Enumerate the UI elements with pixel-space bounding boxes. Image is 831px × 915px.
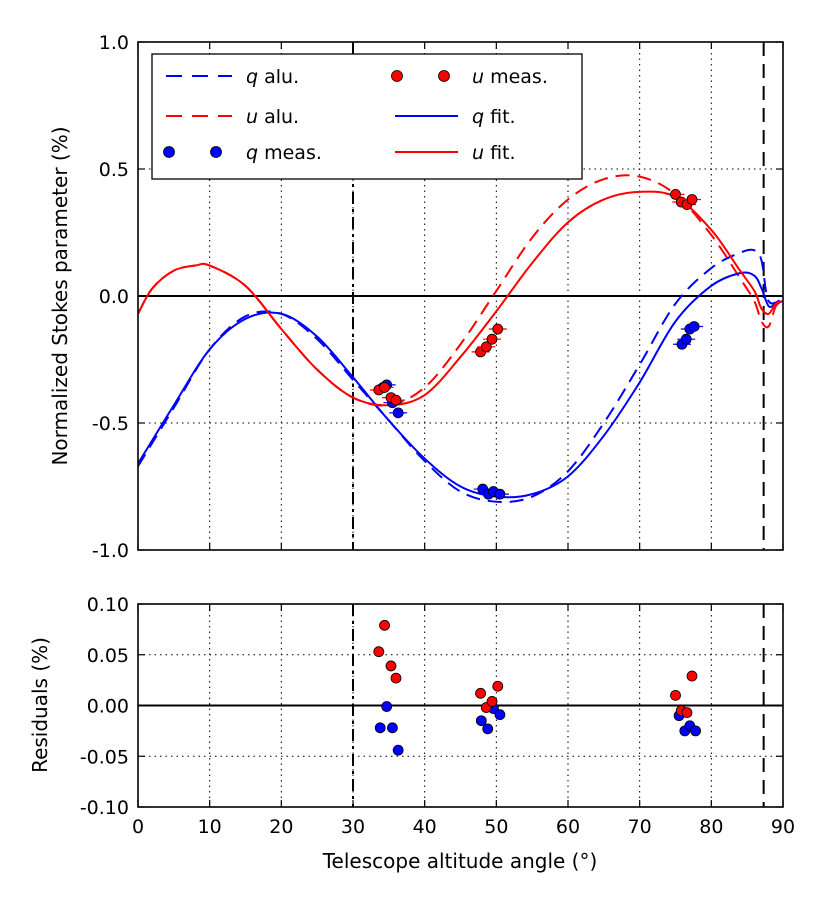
top-panel: 1.0 0.5 0.0 -0.5 -1.0 Normalized Stokes para…: [48, 32, 784, 562]
bottom-y-tick-label-3: -0.05: [80, 746, 129, 768]
top-y-tick-label-2: 0.0: [99, 286, 129, 308]
x-axis-label: Telescope altitude angle (°): [322, 849, 598, 873]
legend-entry-u-fit: u fit.: [395, 142, 516, 164]
x-tick-label-20: 20: [269, 816, 293, 838]
point-q-residuals-3: [392, 744, 404, 756]
point-u-residuals-3: [390, 672, 402, 684]
top-y-tick-label-0: 1.0: [99, 32, 129, 54]
point-q-meas-11: [688, 321, 700, 332]
point-u-residuals-10: [681, 707, 693, 719]
point-q-residuals-7: [494, 709, 506, 721]
x-tick-label-70: 70: [628, 816, 652, 838]
series-q-alu: [138, 248, 783, 504]
series-q-fit: [138, 271, 783, 499]
point-q-residuals-2: [387, 722, 398, 734]
svg-text:u meas.: u meas.: [472, 66, 548, 88]
legend-entry-q-meas: q meas.: [163, 142, 322, 164]
svg-text:q alu.: q alu.: [246, 66, 299, 88]
point-q-meas-3: [392, 407, 404, 419]
svg-text:u alu.: u alu.: [246, 106, 299, 128]
x-tick-label-90: 90: [771, 816, 795, 838]
point-u-residuals-7: [492, 680, 504, 692]
legend-entry-q-alu: q alu.: [166, 66, 299, 88]
top-curves: [138, 174, 783, 504]
point-u-residuals-11: [686, 670, 698, 682]
legend-entry-u-meas: u meas.: [391, 66, 548, 88]
point-u-meas-8: [670, 188, 681, 200]
point-q-residuals-0: [374, 722, 386, 734]
bottom-y-tick-label-4: -0.10: [80, 797, 129, 819]
top-measurements: [369, 188, 704, 500]
legend-marker-u-meas-2: [438, 70, 450, 82]
svg-text:q fit.: q fit.: [472, 106, 516, 128]
point-q-residuals-1: [381, 701, 393, 712]
point-u-residuals-6: [486, 696, 498, 707]
point-u-residuals-2: [385, 660, 397, 672]
legend: q alu. u alu. q meas. u meas. q fit.: [151, 53, 583, 180]
legend-marker-q-meas-1: [163, 146, 175, 158]
point-u-meas-11: [686, 194, 698, 205]
bottom-ticks: 0 10 20 30 40 50 60 70 80 90 0.10 0.05 0.00 -0.05 -0.1…: [80, 594, 795, 838]
svg-text:q meas.: q meas.: [246, 142, 322, 164]
point-u-meas-3: [390, 394, 402, 406]
top-y-tick-label-4: -1.0: [92, 540, 129, 562]
x-tick-label-80: 80: [699, 816, 723, 838]
x-tick-label-40: 40: [413, 816, 437, 838]
point-q-residuals-4: [475, 715, 487, 727]
point-u-residuals-1: [379, 619, 390, 631]
legend-marker-q-meas-2: [210, 146, 222, 158]
point-u-meas-1: [379, 382, 390, 393]
point-u-residuals-8: [670, 689, 681, 701]
point-q-residuals-5: [482, 723, 494, 735]
bottom-y-tick-label-2: 0.00: [87, 696, 129, 718]
bottom-y-tick-label-1: 0.05: [87, 645, 129, 667]
legend-marker-u-meas-1: [391, 70, 403, 82]
x-tick-label-0: 0: [132, 816, 144, 838]
bottom-panel: 0 10 20 30 40 50 60 70 80 90 0.10 0.05 0.00 -0.05 -0.1…: [28, 594, 795, 873]
bottom-y-axis-label: Residuals (%): [28, 637, 52, 773]
point-u-residuals-4: [475, 687, 486, 699]
point-u-meas-7: [492, 323, 504, 335]
top-y-axis-label: Normalized Stokes parameter (%): [48, 126, 72, 465]
x-tick-label-50: 50: [484, 816, 508, 838]
top-ticks: 1.0 0.5 0.0 -0.5 -1.0: [92, 32, 784, 562]
point-u-residuals-0: [373, 646, 385, 658]
legend-entry-u-alu: u alu.: [166, 106, 299, 128]
x-tick-label-10: 10: [198, 816, 222, 838]
residual-points: [373, 619, 701, 756]
x-tick-label-60: 60: [556, 816, 580, 838]
point-u-meas-5: [480, 341, 492, 353]
bottom-y-tick-label-0: 0.10: [87, 594, 129, 616]
point-q-meas-9: [680, 333, 692, 345]
bottom-vertical-markers: [352, 604, 765, 807]
x-tick-label-30: 30: [341, 816, 365, 838]
top-y-tick-label-1: 0.5: [99, 159, 129, 181]
point-u-meas-6: [486, 333, 498, 345]
series-u-fit: [138, 190, 783, 407]
point-q-meas-7: [494, 488, 506, 500]
top-y-tick-label-3: -0.5: [92, 413, 129, 435]
svg-text:u fit.: u fit.: [472, 142, 516, 164]
legend-entry-q-fit: q fit.: [395, 106, 516, 128]
point-q-residuals-11: [690, 725, 701, 737]
